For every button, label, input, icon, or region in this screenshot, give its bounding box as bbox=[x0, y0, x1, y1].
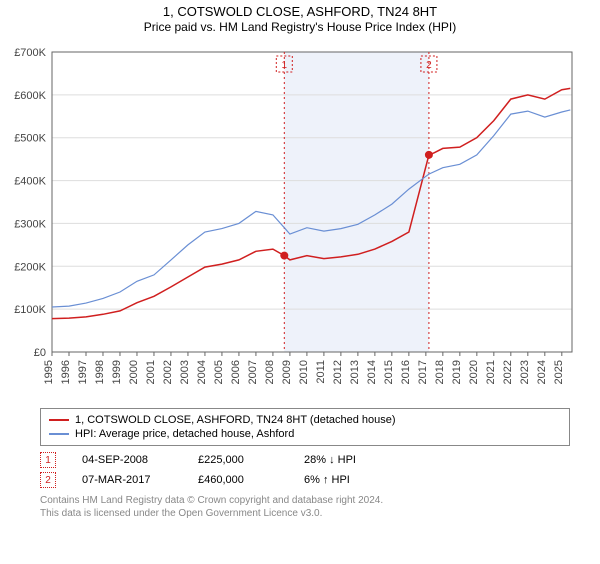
transaction-marker-icon: 1 bbox=[40, 452, 56, 468]
x-axis-label: 2006 bbox=[230, 360, 242, 384]
transaction-delta: 6% ↑ HPI bbox=[304, 474, 384, 486]
x-axis-label: 2003 bbox=[179, 360, 191, 384]
x-axis-label: 2005 bbox=[213, 360, 225, 384]
y-axis-label: £500K bbox=[14, 133, 46, 145]
transaction-table: 1 04-SEP-2008 £225,000 28% ↓ HPI 2 07-MAR-201… bbox=[40, 450, 570, 490]
y-axis-label: £700K bbox=[14, 47, 46, 59]
y-axis-label: £400K bbox=[14, 176, 46, 188]
transaction-dot bbox=[280, 252, 288, 260]
x-axis-label: 2012 bbox=[332, 360, 344, 384]
y-axis-label: £200K bbox=[14, 261, 46, 273]
x-axis-label: 2018 bbox=[434, 360, 446, 384]
root: 1, COTSWOLD CLOSE, ASHFORD, TN24 8HT Pri… bbox=[0, 4, 600, 564]
legend-row: HPI: Average price, detached house, Ashf… bbox=[49, 427, 561, 441]
x-axis-label: 2008 bbox=[264, 360, 276, 384]
chart: £0 £100K £200K £300K £400K £500K £600K £700K 199… bbox=[4, 40, 590, 400]
legend-swatch bbox=[49, 433, 69, 435]
transaction-marker-number: 1 bbox=[282, 60, 288, 71]
transaction-delta: 28% ↓ HPI bbox=[304, 454, 384, 466]
transaction-price: £225,000 bbox=[198, 454, 278, 466]
x-axis-label: 1998 bbox=[94, 360, 106, 384]
x-axis-label: 2002 bbox=[162, 360, 174, 384]
x-axis-label: 2000 bbox=[128, 360, 140, 384]
x-axis-label: 2013 bbox=[349, 360, 361, 384]
footer-line: Contains HM Land Registry data © Crown c… bbox=[40, 494, 570, 507]
shaded-region bbox=[284, 52, 429, 352]
line-chart-svg: £0 £100K £200K £300K £400K £500K £600K £700K 199… bbox=[4, 40, 580, 400]
transaction-dot bbox=[425, 151, 433, 159]
transaction-row: 2 07-MAR-2017 £460,000 6% ↑ HPI bbox=[40, 470, 570, 490]
x-axis-label: 2017 bbox=[417, 360, 429, 384]
x-axis-label: 2025 bbox=[553, 360, 565, 384]
x-axis-label: 1999 bbox=[111, 360, 123, 384]
legend: 1, COTSWOLD CLOSE, ASHFORD, TN24 8HT (de… bbox=[40, 408, 570, 446]
x-axis-label: 2024 bbox=[536, 360, 548, 384]
transaction-marker-number: 2 bbox=[426, 60, 432, 71]
footer: Contains HM Land Registry data © Crown c… bbox=[40, 494, 570, 520]
x-axis-label: 1995 bbox=[43, 360, 55, 384]
legend-label: 1, COTSWOLD CLOSE, ASHFORD, TN24 8HT (de… bbox=[75, 414, 396, 426]
x-axis-label: 2007 bbox=[247, 360, 259, 384]
x-axis-label: 2023 bbox=[519, 360, 531, 384]
y-axis-label: £100K bbox=[14, 304, 46, 316]
transaction-row: 1 04-SEP-2008 £225,000 28% ↓ HPI bbox=[40, 450, 570, 470]
x-axis-label: 2010 bbox=[298, 360, 310, 384]
page-subtitle: Price paid vs. HM Land Registry's House … bbox=[0, 20, 600, 34]
transaction-date: 04-SEP-2008 bbox=[82, 454, 172, 466]
y-axis-label: £0 bbox=[34, 347, 46, 359]
x-axis-label: 2014 bbox=[366, 360, 378, 384]
transaction-price: £460,000 bbox=[198, 474, 278, 486]
x-axis-label: 2009 bbox=[281, 360, 293, 384]
x-axis-label: 2019 bbox=[451, 360, 463, 384]
transaction-date: 07-MAR-2017 bbox=[82, 474, 172, 486]
x-axis-label: 2021 bbox=[485, 360, 497, 384]
x-axis-label: 2022 bbox=[502, 360, 514, 384]
transaction-marker-icon: 2 bbox=[40, 472, 56, 488]
x-axis-label: 2016 bbox=[400, 360, 412, 384]
x-axis-label: 1996 bbox=[60, 360, 72, 384]
legend-label: HPI: Average price, detached house, Ashf… bbox=[75, 428, 294, 440]
x-axis-label: 2001 bbox=[145, 360, 157, 384]
y-axis-label: £600K bbox=[14, 90, 46, 102]
legend-row: 1, COTSWOLD CLOSE, ASHFORD, TN24 8HT (de… bbox=[49, 413, 561, 427]
x-axis-label: 1997 bbox=[77, 360, 89, 384]
x-axis-label: 2011 bbox=[315, 360, 327, 384]
y-axis-label: £300K bbox=[14, 218, 46, 230]
x-axis-label: 2020 bbox=[468, 360, 480, 384]
legend-swatch bbox=[49, 419, 69, 421]
x-axis-label: 2004 bbox=[196, 360, 208, 384]
x-axis-label: 2015 bbox=[383, 360, 395, 384]
page-title: 1, COTSWOLD CLOSE, ASHFORD, TN24 8HT bbox=[0, 4, 600, 19]
footer-line: This data is licensed under the Open Gov… bbox=[40, 507, 570, 520]
